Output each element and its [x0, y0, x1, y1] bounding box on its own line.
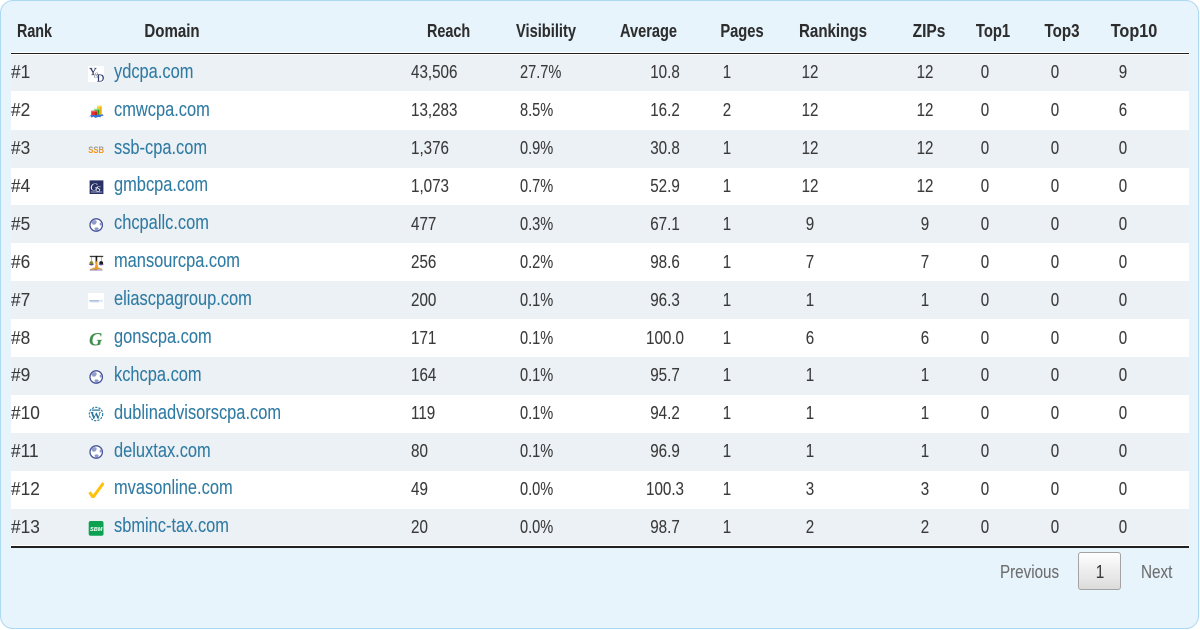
svg-text:SSB: SSB	[89, 144, 105, 155]
svg-text:G: G	[91, 183, 99, 194]
svg-text:W: W	[91, 410, 102, 422]
svg-text:Y: Y	[90, 66, 98, 77]
svg-text:&: &	[94, 70, 101, 79]
svg-text:SBM: SBM	[90, 527, 103, 533]
svg-text:S: S	[97, 184, 102, 194]
svg-text:D: D	[97, 73, 104, 82]
svg-text:G: G	[89, 331, 103, 347]
